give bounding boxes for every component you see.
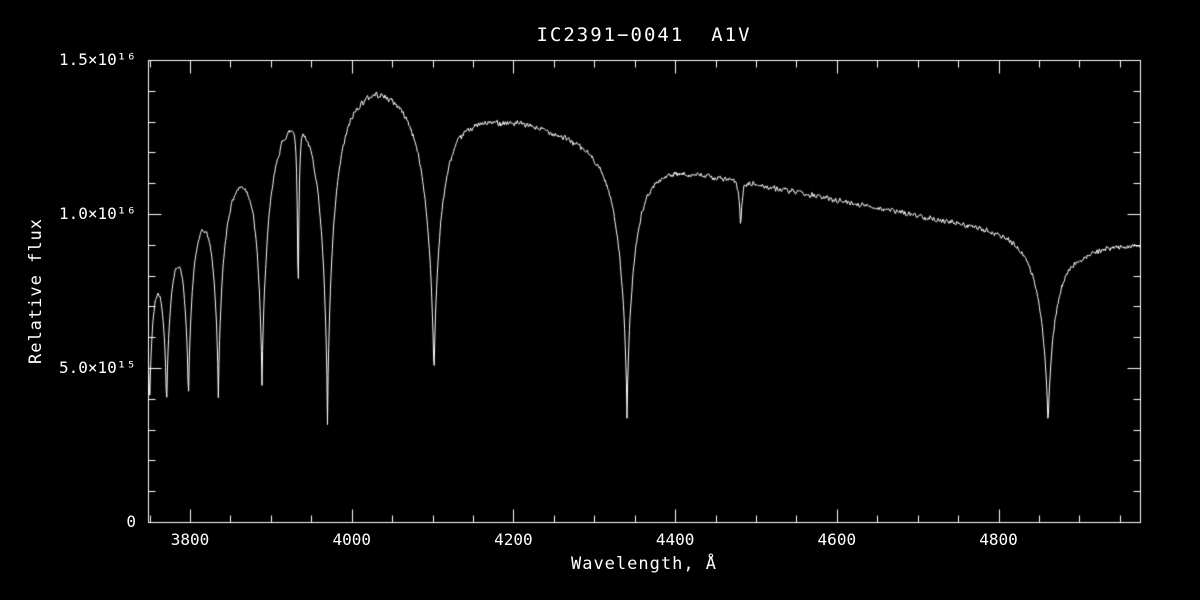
x-tick-label: 4200 xyxy=(494,530,533,549)
x-axis-label: Wavelength, Å xyxy=(570,554,718,574)
x-tick-label: 3800 xyxy=(170,530,210,549)
x-tick-label: 4400 xyxy=(655,530,695,549)
y-tick-label: 5.0×10¹⁵ xyxy=(58,358,136,377)
x-tick-label: 4800 xyxy=(979,530,1018,549)
y-tick-label: 0 xyxy=(126,512,136,531)
x-tick-label: 4000 xyxy=(332,530,371,549)
x-tick-label: 4600 xyxy=(817,530,857,549)
y-tick-label: 1.5×10¹⁶ xyxy=(58,50,136,69)
chart-title: IC2391−0041 A1V xyxy=(536,24,752,46)
y-axis-label: Relative flux xyxy=(26,217,46,365)
y-tick-label: 1.0×10¹⁶ xyxy=(58,204,136,223)
